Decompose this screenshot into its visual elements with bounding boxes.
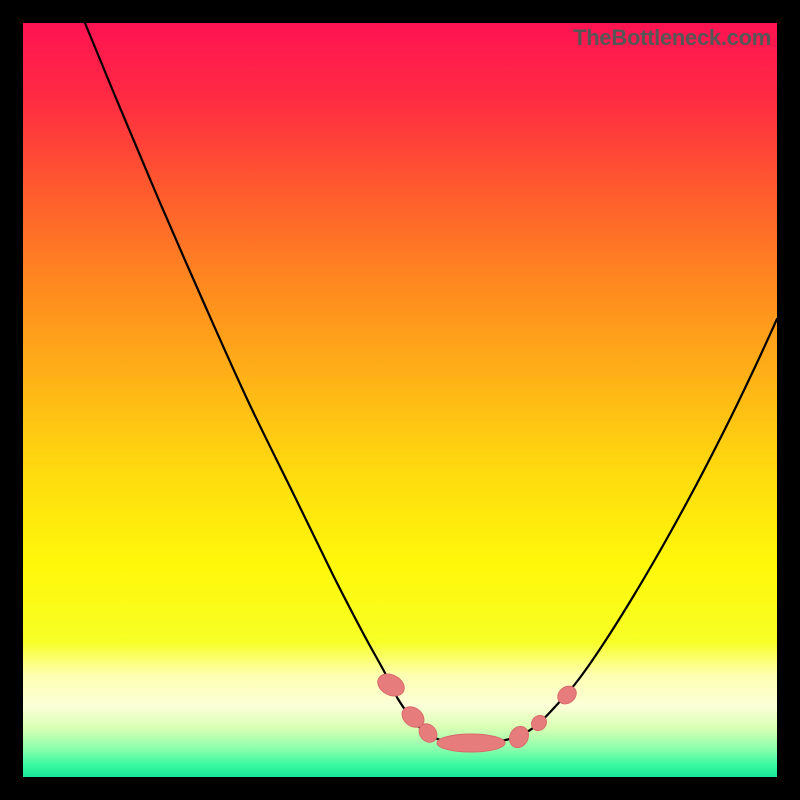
outer-frame: TheBottleneck.com [0, 0, 800, 800]
curve-marker [374, 670, 408, 701]
v-curve-layer [23, 23, 777, 777]
plot-area: TheBottleneck.com [23, 23, 777, 777]
curve-marker [506, 723, 532, 751]
curve-markers [374, 670, 580, 752]
curve-marker [437, 734, 505, 752]
v-curve [85, 23, 777, 743]
